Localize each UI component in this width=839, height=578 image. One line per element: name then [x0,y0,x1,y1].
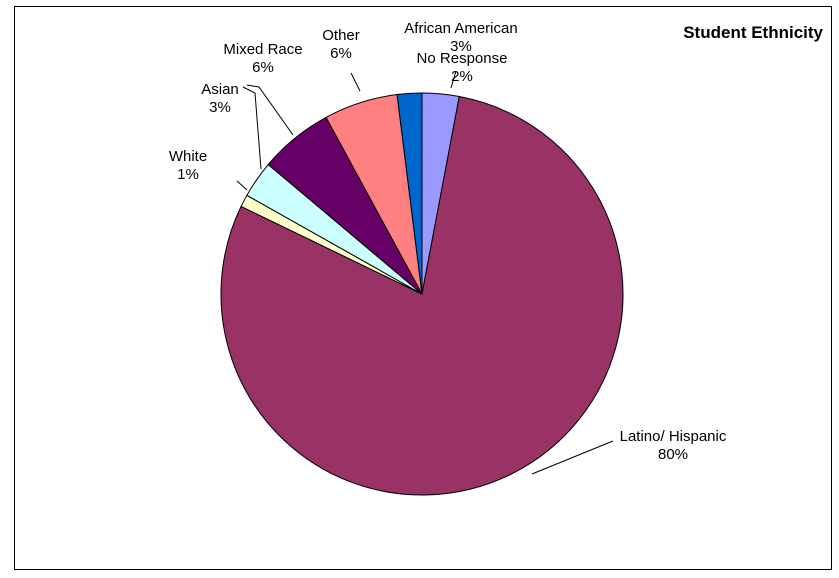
chart-area: Student Ethnicity African American 3% Lati… [14,6,832,570]
leader-line [350,72,361,92]
slice-label: Other [322,27,360,44]
pie-slice-latino-hispanic [220,95,624,496]
slice-label: Latino/ Hispanic [620,428,727,445]
slice-label: Mixed Race [223,41,302,58]
slice-label: No Response [417,50,508,67]
leader-line [450,70,457,89]
slice-percent-label: 1% [177,166,199,183]
slice-label: Asian [201,81,239,98]
leader-line [236,180,248,191]
chart-title: Student Ethnicity [683,23,823,42]
slice-percent-label: 6% [330,45,352,62]
leader-lines [236,70,614,475]
pie-chart: Student Ethnicity African American3%Lati… [169,20,824,496]
leader-line [246,84,294,136]
slice-label: African American [404,20,517,37]
slice-percent-label: 80% [658,446,688,463]
slice-label: White [169,148,207,165]
slice-percent-label: 6% [252,59,274,76]
slice-percent-label: 3% [450,38,472,55]
pie-slice-no-response [396,92,423,295]
slice-percent-label: 3% [209,99,231,116]
leader-line [531,440,614,475]
slice-percent-label: 2% [451,68,473,85]
pie-slices [220,92,624,496]
leader-line [242,86,262,170]
